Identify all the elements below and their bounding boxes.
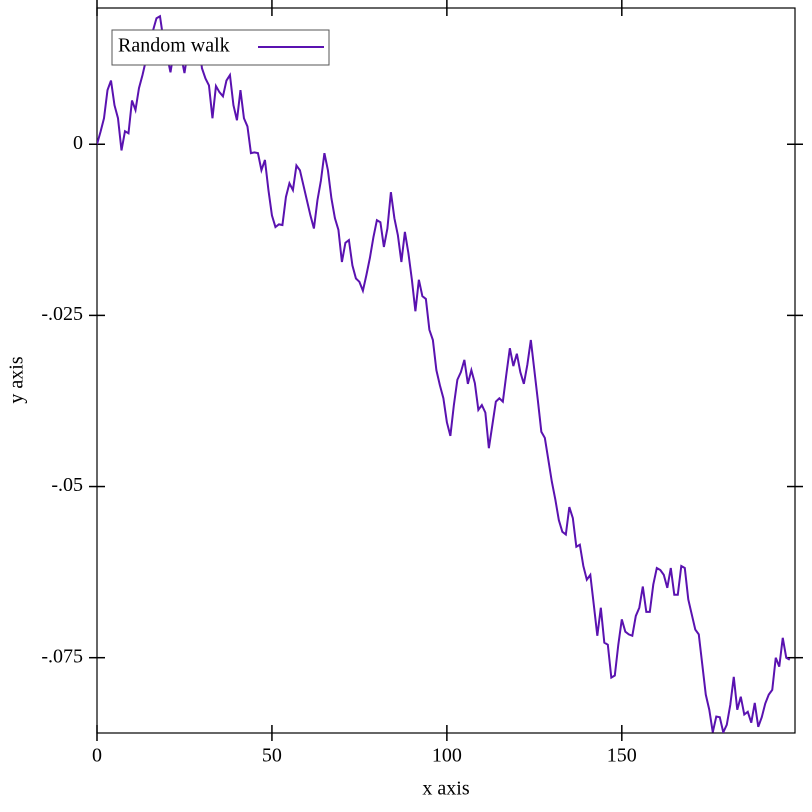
x-tick-label: 0 [92, 745, 102, 767]
x-axis-label: x axis [422, 778, 469, 800]
y-tick-label: -.025 [41, 303, 83, 325]
x-tick-label: 50 [262, 745, 282, 767]
y-tick-label: -.05 [51, 474, 83, 496]
y-tick-label: 0 [73, 132, 83, 154]
line-series [97, 14, 791, 733]
legend-label: Random walk [118, 35, 230, 57]
x-tick-label: 150 [607, 745, 637, 767]
y-tick-label: -.075 [41, 645, 83, 667]
x-tick-label: 100 [432, 745, 462, 767]
y-axis-label: y axis [6, 356, 28, 403]
plot-frame [96, 7, 796, 734]
